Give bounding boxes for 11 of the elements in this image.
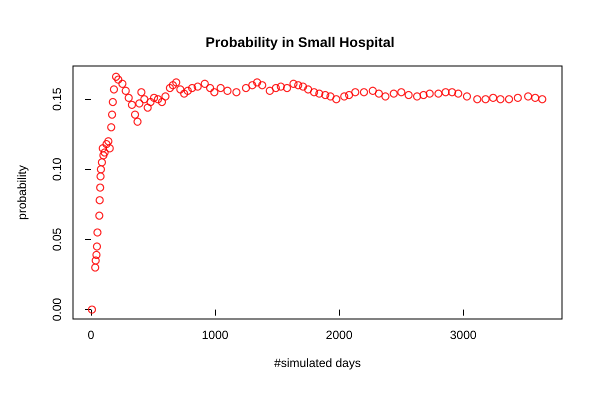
y-tick-label: 0.10 (50, 157, 64, 182)
x-tick-label: 1000 (202, 328, 229, 342)
x-tick-label: 0 (88, 328, 95, 342)
y-tick-label: 0.05 (50, 227, 64, 252)
x-axis-title: #simulated days (274, 356, 361, 370)
y-axis-title: probability (15, 165, 29, 220)
chart-title: Probability in Small Hospital (205, 34, 395, 50)
x-tick-label: 3000 (450, 328, 477, 342)
y-tick-label: 0.15 (50, 87, 64, 111)
y-tick-label: 0.00 (50, 298, 64, 322)
x-tick-label: 2000 (326, 328, 353, 342)
